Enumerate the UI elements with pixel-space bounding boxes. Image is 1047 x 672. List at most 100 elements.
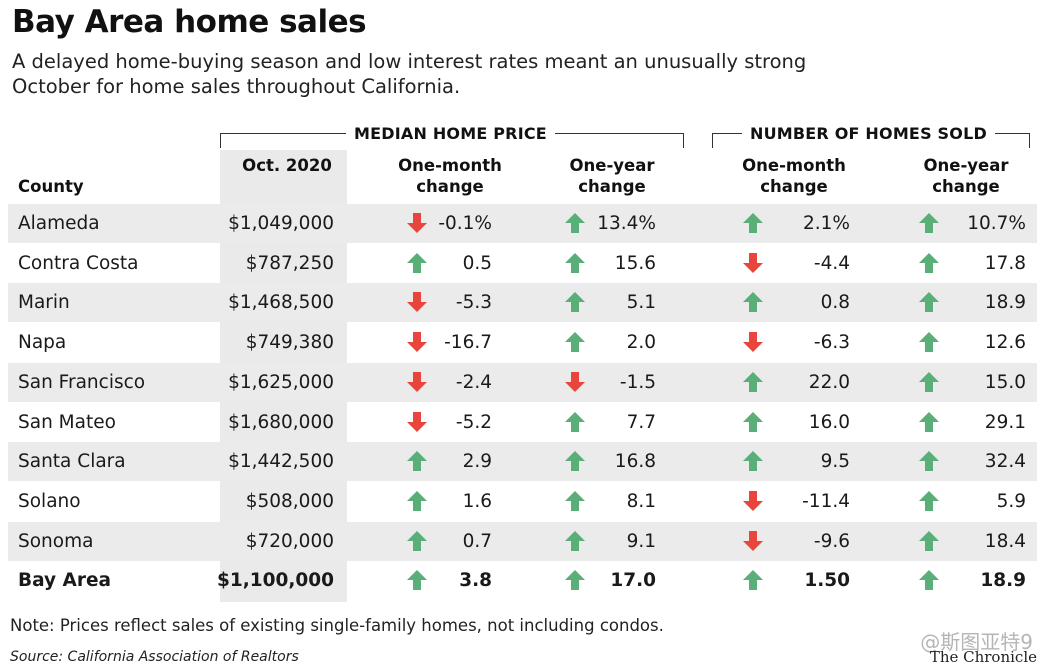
header-price: Oct. 2020 [242, 156, 332, 175]
header-county: County [18, 177, 84, 196]
source-line: Source: California Association of Realto… [10, 649, 299, 665]
up-arrow-icon [919, 530, 939, 551]
cell-price-month: -16.7 [444, 332, 492, 354]
header-price-month: One-month change [398, 156, 502, 196]
up-arrow-icon [565, 252, 585, 273]
cell-price-year: 8.1 [626, 490, 656, 512]
down-arrow-icon [565, 371, 585, 392]
up-arrow-icon [743, 213, 763, 233]
cell-sold-month: 2.1% [803, 213, 850, 234]
cell-county: Napa [18, 332, 67, 354]
up-arrow-icon [743, 451, 763, 472]
up-arrow-icon [565, 213, 585, 233]
up-arrow-icon [407, 530, 427, 551]
cell-county: Sonoma [18, 530, 94, 552]
header-sold-month: One-month change [742, 156, 846, 196]
cell-price: $1,049,000 [228, 213, 334, 234]
cell-sold-year: 18.4 [984, 530, 1026, 552]
cell-price-year: 9.1 [626, 530, 656, 552]
up-arrow-icon [919, 213, 939, 233]
up-arrow-icon [743, 371, 763, 392]
cell-sold-month: 9.5 [820, 451, 850, 473]
up-arrow-icon [565, 530, 585, 551]
cell-price-year: 7.7 [626, 411, 656, 433]
cell-price-month: 1.6 [462, 490, 492, 512]
up-arrow-icon [919, 490, 939, 511]
cell-price: $1,442,500 [228, 451, 334, 473]
cell-price-year: 13.4% [597, 213, 656, 234]
up-arrow-icon [743, 570, 763, 591]
chart-title: Bay Area home sales [12, 4, 367, 40]
down-arrow-icon [407, 411, 427, 432]
footnote: Note: Prices reflect sales of existing s… [10, 616, 664, 635]
up-arrow-icon [919, 411, 939, 432]
cell-price-month: -5.3 [455, 292, 492, 314]
cell-sold-year: 18.9 [984, 292, 1026, 314]
cell-price: $749,380 [245, 332, 334, 354]
cell-sold-year: 32.4 [984, 451, 1026, 473]
up-arrow-icon [919, 570, 939, 591]
up-arrow-icon [565, 411, 585, 432]
cell-price: $720,000 [245, 530, 334, 552]
cell-price-month: 3.8 [459, 570, 492, 592]
up-arrow-icon [919, 332, 939, 353]
down-arrow-icon [743, 530, 763, 551]
up-arrow-icon [565, 451, 585, 472]
up-arrow-icon [565, 570, 585, 591]
cell-sold-month: 22.0 [808, 371, 850, 393]
cell-sold-year: 17.8 [984, 252, 1026, 274]
row-band [8, 362, 1037, 402]
cell-county: Santa Clara [18, 451, 126, 473]
up-arrow-icon [565, 490, 585, 511]
cell-sold-month: 1.50 [804, 570, 850, 592]
up-arrow-icon [919, 292, 939, 313]
cell-price-year: 5.1 [626, 292, 656, 314]
cell-price: $1,100,000 [216, 570, 334, 592]
cell-price-year: 17.0 [610, 570, 656, 592]
row-band [8, 283, 1037, 323]
cell-county: Solano [18, 490, 81, 512]
up-arrow-icon [407, 451, 427, 472]
cell-county: Marin [18, 292, 70, 314]
cell-price-year: -1.5 [619, 371, 656, 393]
header-price-year: One-year change [569, 156, 655, 196]
up-arrow-icon [407, 570, 427, 591]
cell-price: $508,000 [245, 490, 334, 512]
header-sold-year: One-year change [923, 156, 1009, 196]
cell-sold-year: 18.9 [980, 570, 1026, 592]
down-arrow-icon [407, 332, 427, 353]
cell-sold-year: 15.0 [984, 371, 1026, 393]
cell-sold-month: -4.4 [813, 252, 850, 274]
up-arrow-icon [919, 451, 939, 472]
cell-price-year: 16.8 [614, 451, 656, 473]
up-arrow-icon [565, 332, 585, 353]
up-arrow-icon [407, 490, 427, 511]
up-arrow-icon [743, 292, 763, 313]
cell-price-month: -5.2 [455, 411, 492, 433]
cell-price-month: 2.9 [462, 451, 492, 473]
row-band [8, 442, 1037, 482]
cell-price-month: 0.5 [462, 252, 492, 274]
row-band [8, 204, 1037, 243]
cell-sold-year: 5.9 [996, 490, 1026, 512]
watermark: @斯图亚特9 [920, 630, 1033, 654]
cell-county: San Mateo [18, 411, 116, 433]
cell-price: $1,680,000 [228, 411, 334, 433]
cell-price-month: -0.1% [438, 213, 492, 234]
cell-county: Bay Area [18, 570, 111, 592]
up-arrow-icon [919, 371, 939, 392]
cell-price-year: 15.6 [614, 252, 656, 274]
cell-price: $1,468,500 [228, 292, 334, 314]
cell-sold-year: 29.1 [984, 411, 1026, 433]
cell-sold-month: -9.6 [813, 530, 850, 552]
cell-sold-month: 0.8 [820, 292, 850, 314]
cell-sold-year: 10.7% [967, 213, 1026, 234]
cell-price-year: 2.0 [626, 332, 656, 354]
down-arrow-icon [407, 213, 427, 233]
down-arrow-icon [407, 292, 427, 313]
up-arrow-icon [743, 411, 763, 432]
cell-sold-month: -11.4 [802, 490, 850, 512]
group-label-price: MEDIAN HOME PRICE [346, 124, 555, 143]
cell-price: $1,625,000 [228, 371, 334, 393]
row-band [8, 521, 1037, 561]
